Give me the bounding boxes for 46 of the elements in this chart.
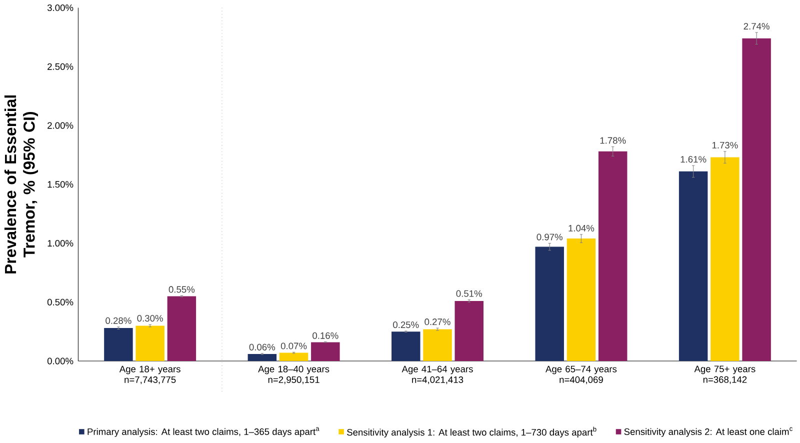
data-label: 0.28% bbox=[106, 317, 132, 324]
y-tick-label: 0.50% bbox=[47, 298, 74, 306]
y-axis-title: Prevalence of Essential Tremor, % (95% CI) bbox=[4, 96, 38, 274]
bar bbox=[279, 352, 308, 362]
bar bbox=[678, 172, 708, 362]
bar bbox=[104, 328, 133, 362]
bar bbox=[598, 151, 628, 362]
bar bbox=[392, 332, 420, 362]
data-label: 0.55% bbox=[168, 286, 195, 293]
data-label: 1.73% bbox=[712, 142, 738, 149]
y-tick-label: 1.50% bbox=[48, 181, 74, 188]
y-tick-label: 2.50% bbox=[48, 63, 74, 70]
bar bbox=[136, 326, 164, 362]
data-label: 0.06% bbox=[249, 344, 276, 351]
y-tick-label: 3.00% bbox=[47, 4, 74, 12]
x-tick-label: Age 18+ years n=7,743,775 bbox=[119, 366, 180, 384]
data-label: 1.61% bbox=[680, 156, 706, 163]
data-label: 0.51% bbox=[456, 290, 482, 297]
legend-label: Primary analysis: At least two claims, 1–365 days apart$^{a}$ bbox=[88, 427, 320, 437]
data-label: 1.04% bbox=[568, 225, 594, 232]
bar bbox=[742, 38, 771, 362]
data-label: 0.16% bbox=[312, 332, 338, 339]
data-label: 0.27% bbox=[424, 318, 450, 326]
bar bbox=[167, 296, 196, 362]
data-label: 0.97% bbox=[536, 234, 562, 240]
y-tick-label: 2.00% bbox=[48, 122, 74, 129]
x-tick-label: Age 75+ years n=368,142 bbox=[694, 366, 756, 384]
data-label: 0.25% bbox=[393, 322, 419, 328]
y-tick-label: 1.00% bbox=[48, 240, 74, 247]
data-label: 0.30% bbox=[137, 315, 163, 322]
legend-label: Sensitivity analysis 2: At least one claim$^{c}$ bbox=[624, 427, 792, 437]
bar bbox=[248, 354, 277, 362]
x-tick-label: Age 65–74 years n=404,069 bbox=[546, 366, 617, 384]
bar bbox=[423, 329, 452, 362]
bar bbox=[566, 238, 596, 362]
x-tick-label: Age 41–64 years n=4,021,413 bbox=[402, 366, 473, 384]
data-label: 0.07% bbox=[280, 342, 307, 350]
bar bbox=[311, 342, 340, 362]
y-tick-label: 0.00% bbox=[47, 358, 74, 364]
data-label: 1.78% bbox=[600, 137, 626, 144]
x-tick-label: Age 18–40 years n=2,950,151 bbox=[258, 366, 330, 384]
data-label: 2.74% bbox=[744, 23, 770, 30]
bar bbox=[535, 246, 564, 362]
legend-label: Sensitivity analysis 1: At least two claims, 1–730 days apart$^{b}$ bbox=[347, 426, 596, 438]
bar bbox=[454, 301, 484, 362]
bar bbox=[710, 157, 740, 362]
